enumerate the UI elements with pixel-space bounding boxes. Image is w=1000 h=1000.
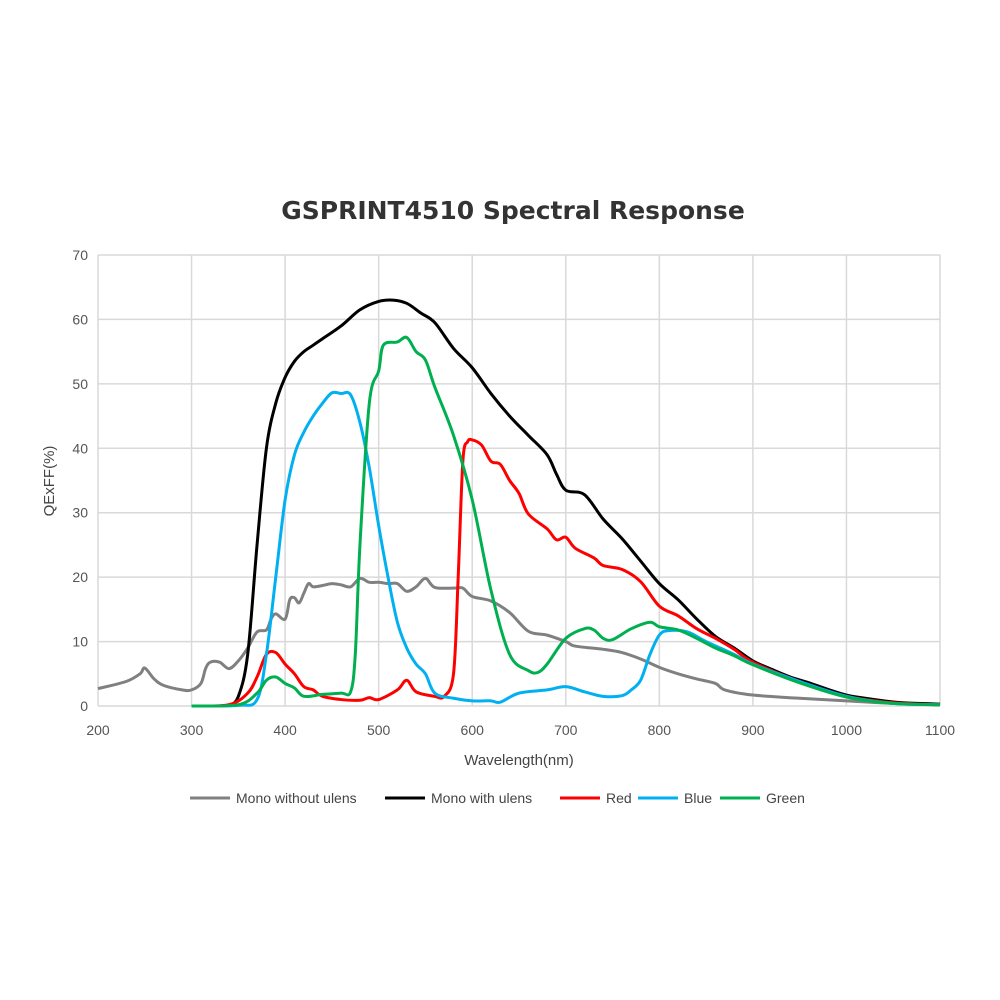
legend-label: Green bbox=[766, 790, 805, 806]
x-tick-label: 800 bbox=[648, 722, 672, 738]
x-axis-label: Wavelength(nm) bbox=[464, 752, 573, 769]
series-line-mono-with-ulens bbox=[227, 298, 941, 708]
series-lines bbox=[97, 298, 941, 708]
x-tick-label: 200 bbox=[86, 722, 110, 738]
y-tick-label: 10 bbox=[72, 634, 88, 650]
x-tick-label: 1100 bbox=[925, 722, 955, 738]
series-line-mono-without-ulens bbox=[97, 576, 941, 707]
legend-item: Green bbox=[720, 790, 805, 806]
y-tick-label: 70 bbox=[72, 247, 88, 263]
legend-item: Blue bbox=[638, 790, 712, 806]
legend: Mono without ulens Mono with ulens Red Blue… bbox=[190, 790, 805, 806]
legend-item: Red bbox=[560, 790, 632, 806]
legend-label: Mono without ulens bbox=[236, 790, 357, 806]
x-tick-label: 500 bbox=[367, 722, 391, 738]
x-tick-label: 900 bbox=[741, 722, 765, 738]
legend-item: Mono with ulens bbox=[385, 790, 532, 806]
y-axis-ticks: 0 10 20 30 40 50 60 70 bbox=[72, 247, 88, 714]
legend-label: Mono with ulens bbox=[431, 790, 532, 806]
y-tick-label: 60 bbox=[72, 311, 88, 327]
y-tick-label: 30 bbox=[72, 505, 88, 521]
legend-item: Mono without ulens bbox=[190, 790, 357, 806]
chart-title: GSPRINT4510 Spectral Response bbox=[281, 196, 745, 225]
x-tick-label: 400 bbox=[273, 722, 297, 738]
y-tick-label: 0 bbox=[80, 698, 88, 714]
y-tick-label: 40 bbox=[72, 440, 88, 456]
y-axis-label: QExFF(%) bbox=[41, 446, 58, 517]
series-line-red bbox=[191, 437, 941, 708]
legend-label: Blue bbox=[684, 790, 712, 806]
y-tick-label: 20 bbox=[72, 569, 88, 585]
x-tick-label: 300 bbox=[180, 722, 204, 738]
y-tick-label: 50 bbox=[72, 376, 88, 392]
x-tick-label: 1000 bbox=[831, 722, 862, 738]
x-axis-ticks: 200 300 400 500 600 700 800 900 1000 1100 bbox=[86, 722, 955, 738]
x-tick-label: 700 bbox=[554, 722, 578, 738]
grid bbox=[97, 254, 941, 707]
x-tick-label: 600 bbox=[461, 722, 485, 738]
series-line-green bbox=[191, 335, 941, 708]
legend-label: Red bbox=[606, 790, 632, 806]
